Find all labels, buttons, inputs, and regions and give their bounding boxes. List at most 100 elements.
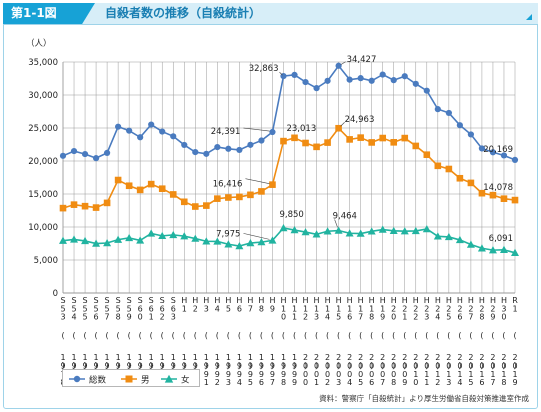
legend-label-total: 総数 <box>89 375 107 386</box>
x-tick-label: H <box>347 296 353 305</box>
annotation-leader <box>279 71 283 76</box>
x-tick-label: 1 <box>281 353 286 362</box>
x-tick-label: 0 <box>391 370 396 379</box>
data-point-total <box>126 127 133 134</box>
x-tick-paren-close: ) <box>172 361 175 370</box>
x-tick-label: H <box>214 296 220 305</box>
x-tick-label: 1 <box>204 353 209 362</box>
x-tick-label: H <box>457 296 463 305</box>
x-tick-label: 9 <box>204 362 209 371</box>
x-tick-paren-open: ( <box>469 331 472 340</box>
x-tick-label: 0 <box>303 362 308 371</box>
x-tick-label: 2 <box>490 353 495 362</box>
x-tick-label: 2 <box>369 353 374 362</box>
x-tick-label: 8 <box>116 313 121 322</box>
data-point-female <box>400 227 409 235</box>
x-tick-label: 5 <box>105 304 110 313</box>
x-tick-paren-close: ) <box>249 361 252 370</box>
x-tick-paren-open: ( <box>72 331 75 340</box>
data-point-male <box>445 165 453 173</box>
x-tick-paren-close: ) <box>381 361 384 370</box>
x-tick-label: 3 <box>204 304 209 313</box>
x-tick-paren-open: ( <box>205 331 208 340</box>
x-tick-label: 1 <box>369 304 374 313</box>
x-tick-label: R <box>512 296 518 305</box>
x-tick-paren-open: ( <box>117 331 120 340</box>
data-point-male <box>169 191 177 198</box>
x-tick-label: 6 <box>347 313 352 322</box>
data-point-total <box>423 87 430 94</box>
x-tick-label: 8 <box>391 378 396 387</box>
x-tick-label: 4 <box>237 378 242 387</box>
x-tick-label: 6 <box>259 378 264 387</box>
x-tick-paren-open: ( <box>370 331 373 340</box>
data-point-male <box>136 186 144 194</box>
x-tick-label: 1 <box>435 370 440 379</box>
x-tick-label: 0 <box>347 370 352 379</box>
x-tick-label: 9 <box>270 370 275 379</box>
x-tick-label: 9 <box>402 378 407 387</box>
x-tick-label: 5 <box>94 304 99 313</box>
x-tick-label: H <box>192 296 198 305</box>
x-tick-label: 6 <box>160 304 165 313</box>
data-point-female <box>466 240 475 248</box>
x-tick-label: 6 <box>369 378 374 387</box>
x-tick-label: S <box>138 296 143 305</box>
data-point-male <box>125 182 133 190</box>
x-tick-label: 0 <box>380 362 385 371</box>
x-tick-label: 0 <box>314 370 319 379</box>
y-axis-unit-label: （人） <box>26 38 52 49</box>
annotation-layer: 24,391 32,863 34,427 20,169 16,416 23,013 24,9… <box>211 55 513 244</box>
x-tick-label: 2 <box>435 353 440 362</box>
x-tick-label: H <box>225 296 231 305</box>
x-tick-label: 9 <box>237 370 242 379</box>
x-tick-label: 0 <box>380 370 385 379</box>
y-tick-label: 20,000 <box>28 157 58 167</box>
data-point-total <box>467 131 475 138</box>
x-tick-label: 0 <box>402 362 407 371</box>
x-tick-label: 2 <box>512 353 517 362</box>
x-tick-label: H <box>236 296 242 305</box>
x-tick-label: 5 <box>60 304 65 313</box>
x-tick-label: 2 <box>303 353 308 362</box>
x-tick-paren-close: ) <box>61 361 64 370</box>
x-tick-label: 9 <box>215 370 220 379</box>
x-tick-label: H <box>479 296 485 305</box>
data-label: 6,091 <box>489 234 513 244</box>
x-tick-label: 5 <box>83 304 88 313</box>
x-tick-paren-open: ( <box>436 331 439 340</box>
x-tick-label: 1 <box>182 304 187 313</box>
data-point-male <box>467 179 475 187</box>
x-tick-label: 9 <box>237 362 242 371</box>
x-tick-label: 1 <box>292 304 297 313</box>
x-tick-label: 0 <box>138 313 143 322</box>
data-point-total <box>247 141 254 148</box>
data-point-male <box>412 142 420 150</box>
x-tick-paren-close: ) <box>425 361 428 370</box>
x-tick-label: 0 <box>446 362 451 371</box>
x-tick-paren-open: ( <box>161 331 164 340</box>
x-tick-label: 9 <box>215 362 220 371</box>
data-point-female <box>81 236 90 245</box>
x-tick-label: 9 <box>171 362 176 371</box>
grid-lines <box>62 61 516 294</box>
x-tick-label: 2 <box>413 304 418 313</box>
x-tick-label: H <box>424 296 430 305</box>
data-point-male <box>313 143 320 151</box>
data-label: 32,863 <box>249 64 279 74</box>
x-tick-label: 9 <box>204 370 209 379</box>
x-tick-label: 1 <box>292 313 297 322</box>
x-tick-label: S <box>127 296 132 305</box>
x-tick-paren-close: ) <box>359 361 362 370</box>
source-note: 資料：警察庁「自殺統計」より厚生労働省自殺対策推進室作成 <box>319 394 529 403</box>
data-point-total <box>92 155 100 162</box>
x-tick-label: H <box>435 296 441 305</box>
x-tick-label: 2 <box>402 304 407 313</box>
x-tick-label: 1 <box>347 304 352 313</box>
x-tick-label: 5 <box>468 378 473 387</box>
x-tick-label: H <box>203 296 209 305</box>
series-female <box>59 223 519 256</box>
x-tick-paren-close: ) <box>293 361 296 370</box>
